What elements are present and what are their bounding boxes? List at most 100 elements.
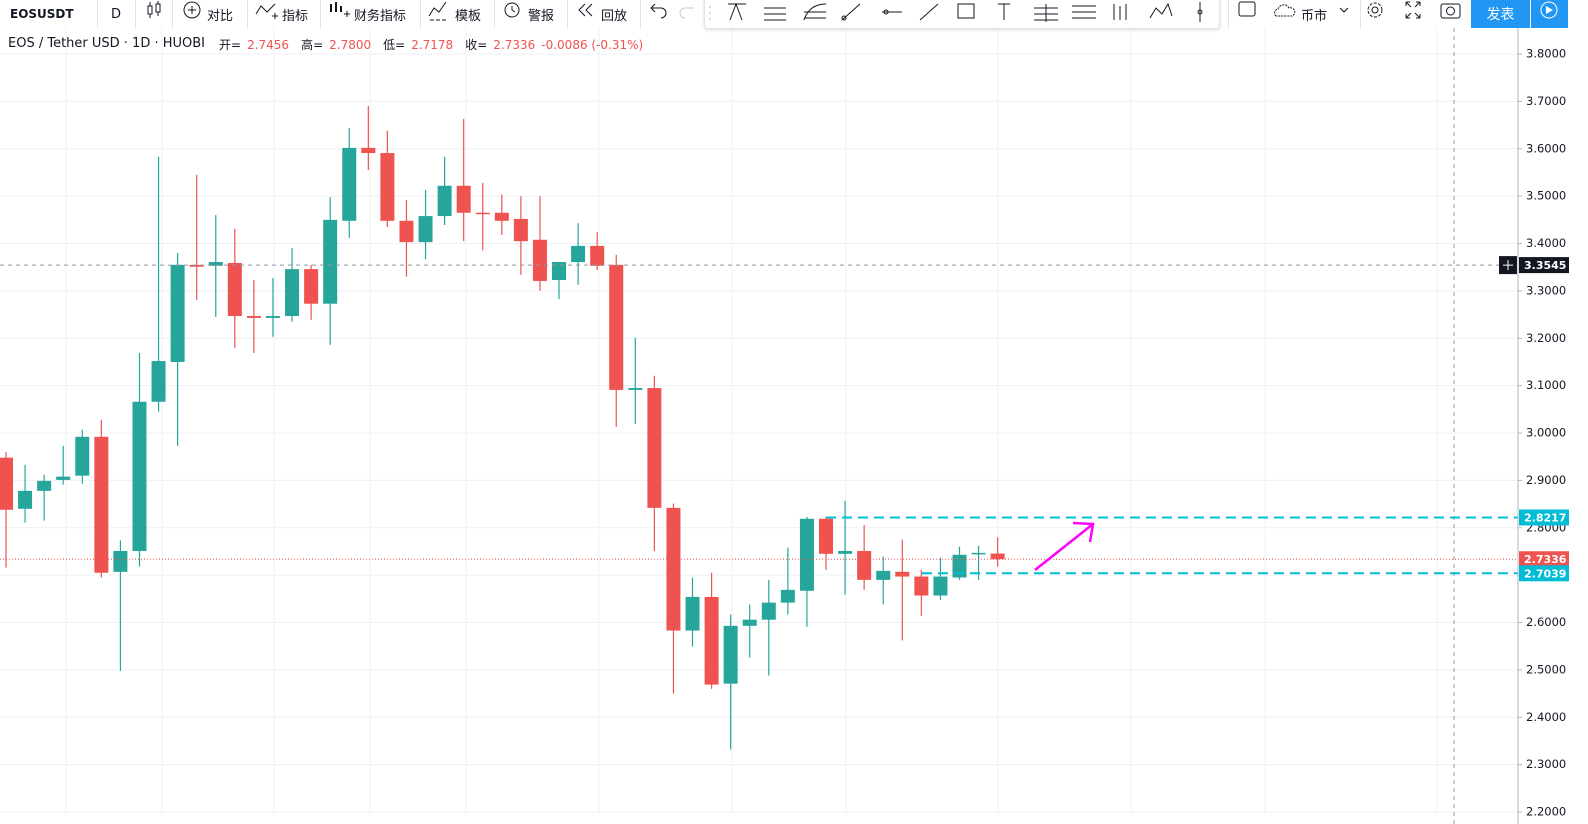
y-tick-label: 2.3000 (1526, 757, 1566, 771)
legend-field-value: 2.7178 (411, 37, 454, 52)
candle-body (933, 576, 948, 596)
candle-body (56, 476, 71, 480)
replay-icon[interactable] (577, 0, 597, 28)
settings-icon[interactable] (1365, 0, 1385, 28)
templates-icon[interactable] (428, 0, 450, 28)
separator (247, 0, 248, 28)
interval[interactable]: D (111, 6, 122, 22)
candle-body (37, 480, 52, 491)
legend-field-value: 2.7336 (493, 37, 536, 52)
y-tick-label: 2.9000 (1526, 473, 1566, 487)
candle-body (151, 361, 166, 402)
candle-body (75, 436, 90, 476)
legend-field-value: 2.7800 (329, 37, 372, 52)
candle-body (990, 553, 1005, 560)
candle-body (246, 316, 261, 318)
rectangle-icon[interactable] (1238, 0, 1258, 28)
drawing-tools[interactable] (704, 0, 1218, 28)
legend-fields: 开= 2.7456 高= 2.7800 低= 2.7178 收= 2.7336 -0.0086 … (213, 36, 643, 53)
arrow-drawing[interactable] (1034, 523, 1094, 571)
candle-body (94, 436, 109, 573)
candle-body (799, 518, 814, 591)
candle-body (342, 147, 357, 221)
price-tag (1519, 565, 1569, 582)
price-tag-label: 3.3545 (1524, 259, 1566, 272)
separator (567, 0, 568, 28)
separator (97, 0, 98, 28)
candle-body (18, 490, 33, 509)
separator (172, 0, 173, 28)
y-tick-label: 2.2000 (1526, 805, 1566, 819)
y-tick-label: 3.3000 (1526, 283, 1566, 297)
legend-change: -0.0086 (-0.31%) (541, 37, 644, 52)
indicators-button[interactable]: 指标 (282, 8, 309, 24)
separator (640, 0, 641, 28)
candle-body (971, 552, 986, 555)
toolbar: EOSUSDT D 对比 指标 财务指标 模板 警报 回放 币市 发表 (0, 0, 1588, 29)
price-tag-label: 2.7039 (1524, 567, 1566, 580)
compare-icon[interactable] (182, 0, 202, 28)
separator (420, 0, 421, 28)
y-tick-label: 2.6000 (1526, 615, 1566, 629)
candle-body (532, 239, 547, 281)
separator (320, 0, 321, 28)
legend-field-label: 收= (465, 38, 488, 52)
crosshair-plus (1503, 260, 1513, 271)
candle-body (628, 388, 643, 390)
fullscreen-icon[interactable] (1404, 0, 1424, 28)
candle-body (704, 596, 719, 685)
candle-body (208, 262, 223, 266)
publish-button[interactable]: 发表 (1471, 0, 1530, 28)
financials-button[interactable]: 财务指标 (354, 8, 407, 24)
undo-redo-icons[interactable] (648, 0, 698, 28)
candle-body (838, 550, 853, 554)
cloud-icon[interactable] (1272, 0, 1300, 28)
candle-body (265, 316, 280, 318)
separator (1360, 0, 1361, 28)
arrow-head (1072, 521, 1095, 543)
y-tick-label: 2.4000 (1526, 710, 1566, 724)
candle-body (513, 218, 528, 242)
candle-body (304, 269, 319, 304)
compare-button[interactable]: 对比 (207, 8, 234, 24)
legend: EOS / Tether USD · 1D · HUOBI 开= 2.7456 高=… (8, 36, 643, 53)
legend-field-value: 2.7456 (247, 37, 290, 52)
candle-body (456, 185, 471, 213)
candle-body (952, 554, 967, 578)
price-tag (1519, 509, 1569, 526)
financials-icon[interactable] (328, 0, 350, 28)
candle-body (571, 245, 586, 263)
y-tick-label: 3.1000 (1526, 378, 1566, 392)
candle-body (761, 602, 776, 620)
indicators-icon[interactable] (255, 0, 279, 28)
candle-body (914, 576, 929, 596)
candle-body (399, 220, 414, 243)
alerts-icon[interactable] (502, 0, 524, 28)
snapshot-icon[interactable] (1440, 0, 1462, 28)
price-tag (1519, 257, 1569, 274)
price-tag-label: 2.8217 (1524, 511, 1566, 524)
candle-body (418, 216, 433, 243)
drawing-tools-panel (704, 0, 1220, 29)
candle-body (437, 185, 452, 217)
candle-body (723, 625, 738, 684)
replay-button[interactable]: 回放 (601, 8, 628, 24)
candle-body (323, 219, 338, 304)
market-button[interactable]: 币市 (1301, 8, 1328, 24)
candle-body (552, 262, 567, 281)
candle-body (742, 619, 757, 626)
candle-body (132, 401, 147, 551)
candle-body (666, 507, 681, 631)
dropdown-icon[interactable] (1338, 0, 1350, 28)
play-button[interactable] (1531, 0, 1568, 28)
candle-body (590, 245, 605, 266)
candle-body (780, 589, 795, 603)
alerts-button[interactable]: 警报 (528, 8, 555, 24)
candle-body (876, 570, 891, 580)
templates-button[interactable]: 模板 (455, 8, 482, 24)
symbol[interactable]: EOSUSDT (10, 7, 74, 21)
chart-type-icon[interactable] (146, 0, 162, 28)
candle-body (361, 147, 376, 154)
legend-field-label: 开= (219, 38, 242, 52)
